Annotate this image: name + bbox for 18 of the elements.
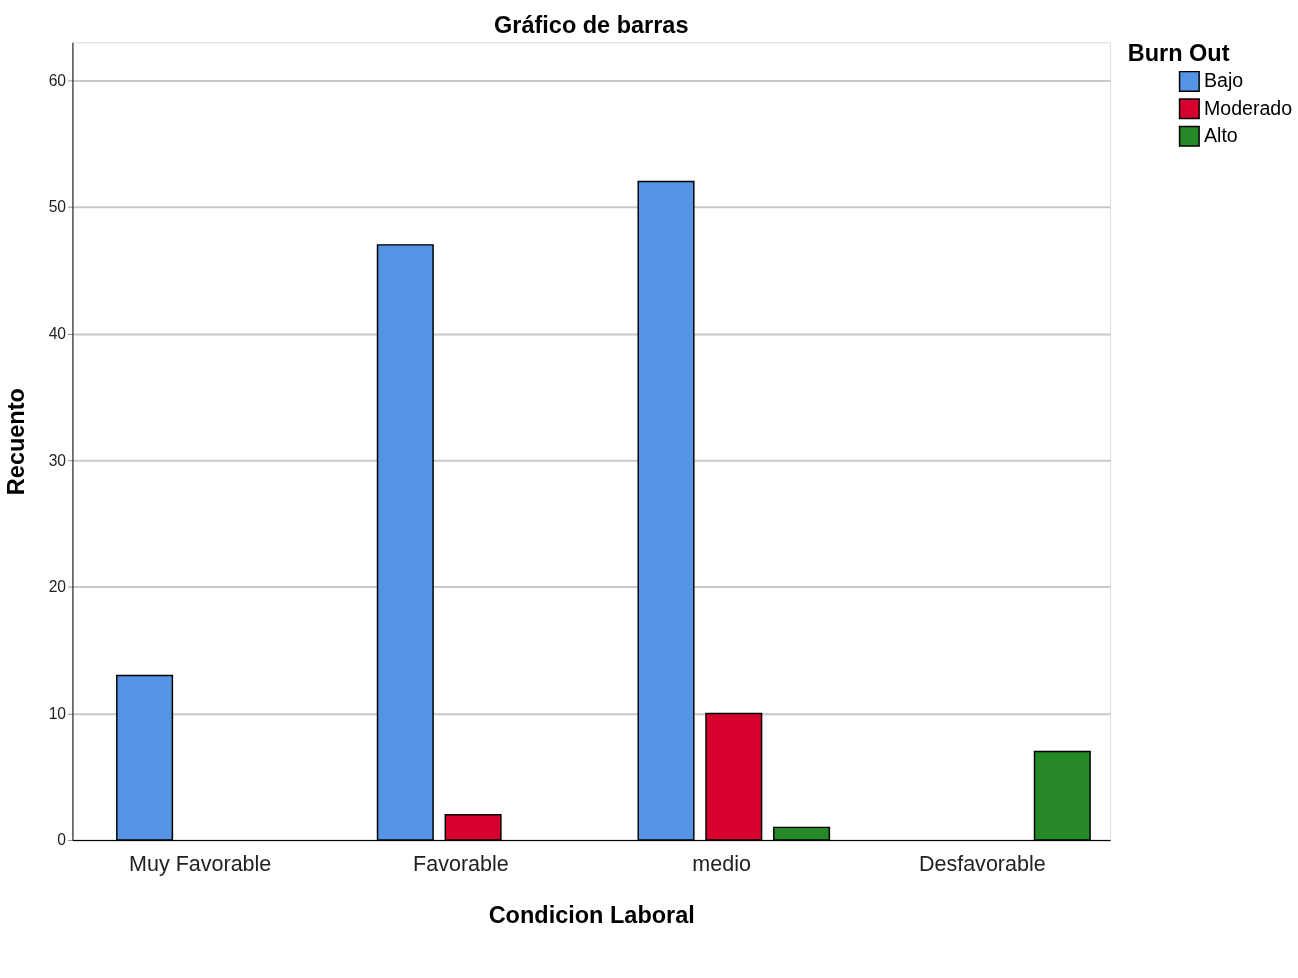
x-tick-label: Desfavorable bbox=[918, 851, 1046, 876]
y-tick-label: 60 bbox=[48, 71, 67, 89]
y-tick-label: 0 bbox=[57, 831, 67, 849]
y-tick-label: 40 bbox=[48, 324, 67, 342]
x-tick-label: medio bbox=[692, 851, 751, 876]
y-axis-title: Recuento bbox=[3, 388, 30, 496]
y-tick-label: 30 bbox=[48, 451, 67, 469]
y-tick-label: 20 bbox=[48, 578, 67, 596]
legend-label: Bajo bbox=[1204, 69, 1244, 92]
legend-label: Alto bbox=[1204, 124, 1238, 147]
legend-label: Moderado bbox=[1204, 96, 1293, 119]
chart-title: Gráfico de barras bbox=[494, 12, 689, 39]
y-tick-label: 50 bbox=[48, 198, 67, 216]
x-axis-title: Condicion Laboral bbox=[488, 901, 695, 928]
legend-title: Burn Out bbox=[1127, 39, 1230, 66]
x-tick-label: Favorable bbox=[413, 851, 509, 876]
x-tick-label: Muy Favorable bbox=[129, 851, 272, 876]
y-tick-label: 10 bbox=[48, 704, 67, 722]
